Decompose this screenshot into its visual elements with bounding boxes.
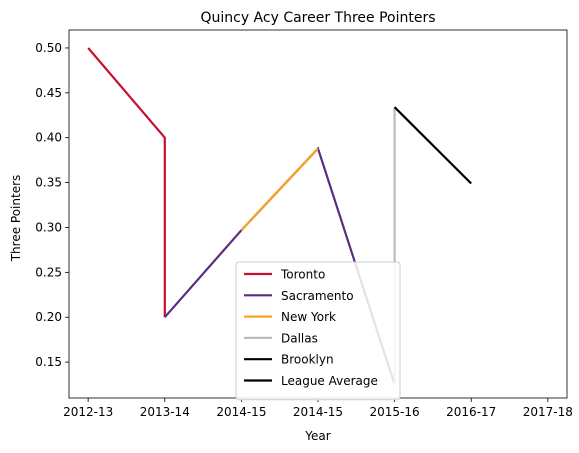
y-tick-label: 0.40: [35, 131, 62, 145]
y-tick-label: 0.50: [35, 41, 62, 55]
y-tick-label: 0.30: [35, 220, 62, 234]
x-tick-label: 2012-13: [63, 405, 113, 419]
legend-label: League Average: [281, 374, 378, 388]
y-tick-label: 0.25: [35, 265, 62, 279]
series-line-2: [240, 147, 319, 231]
x-axis-ticks: 2012-13 2013-14 2014-15 2014-15 2015-16 2016-…: [63, 398, 573, 419]
series-line-4: [393, 106, 472, 185]
legend-label: Brooklyn: [281, 353, 334, 367]
series-line-0: [87, 47, 166, 318]
y-tick-label: 0.15: [35, 355, 62, 369]
legend-label: New York: [281, 310, 336, 324]
x-tick-label: 2016-17: [446, 405, 496, 419]
x-tick-label: 2015-16: [370, 405, 420, 419]
y-tick-label: 0.20: [35, 310, 62, 324]
x-tick-label: 2013-14: [140, 405, 190, 419]
y-axis-label: Three Pointers: [9, 175, 23, 263]
chart-title: Quincy Acy Career Three Pointers: [200, 10, 435, 26]
y-tick-label: 0.35: [35, 176, 62, 190]
x-tick-label: 2014-15: [293, 405, 343, 419]
y-axis-ticks: 0.15 0.20 0.25 0.30 0.35 0.40 0.45 0.50: [35, 41, 69, 369]
legend: Toronto Sacramento New York Dallas Brooklyn L…: [235, 261, 401, 401]
legend-label: Sacramento: [281, 289, 354, 303]
x-axis-label: Year: [304, 429, 330, 443]
x-tick-label: 2017-18: [523, 405, 573, 419]
y-tick-label: 0.45: [35, 86, 62, 100]
x-tick-label: 2014-15: [216, 405, 266, 419]
legend-label: Toronto: [280, 268, 325, 282]
legend-box: [235, 261, 401, 401]
legend-label: Dallas: [281, 331, 318, 345]
